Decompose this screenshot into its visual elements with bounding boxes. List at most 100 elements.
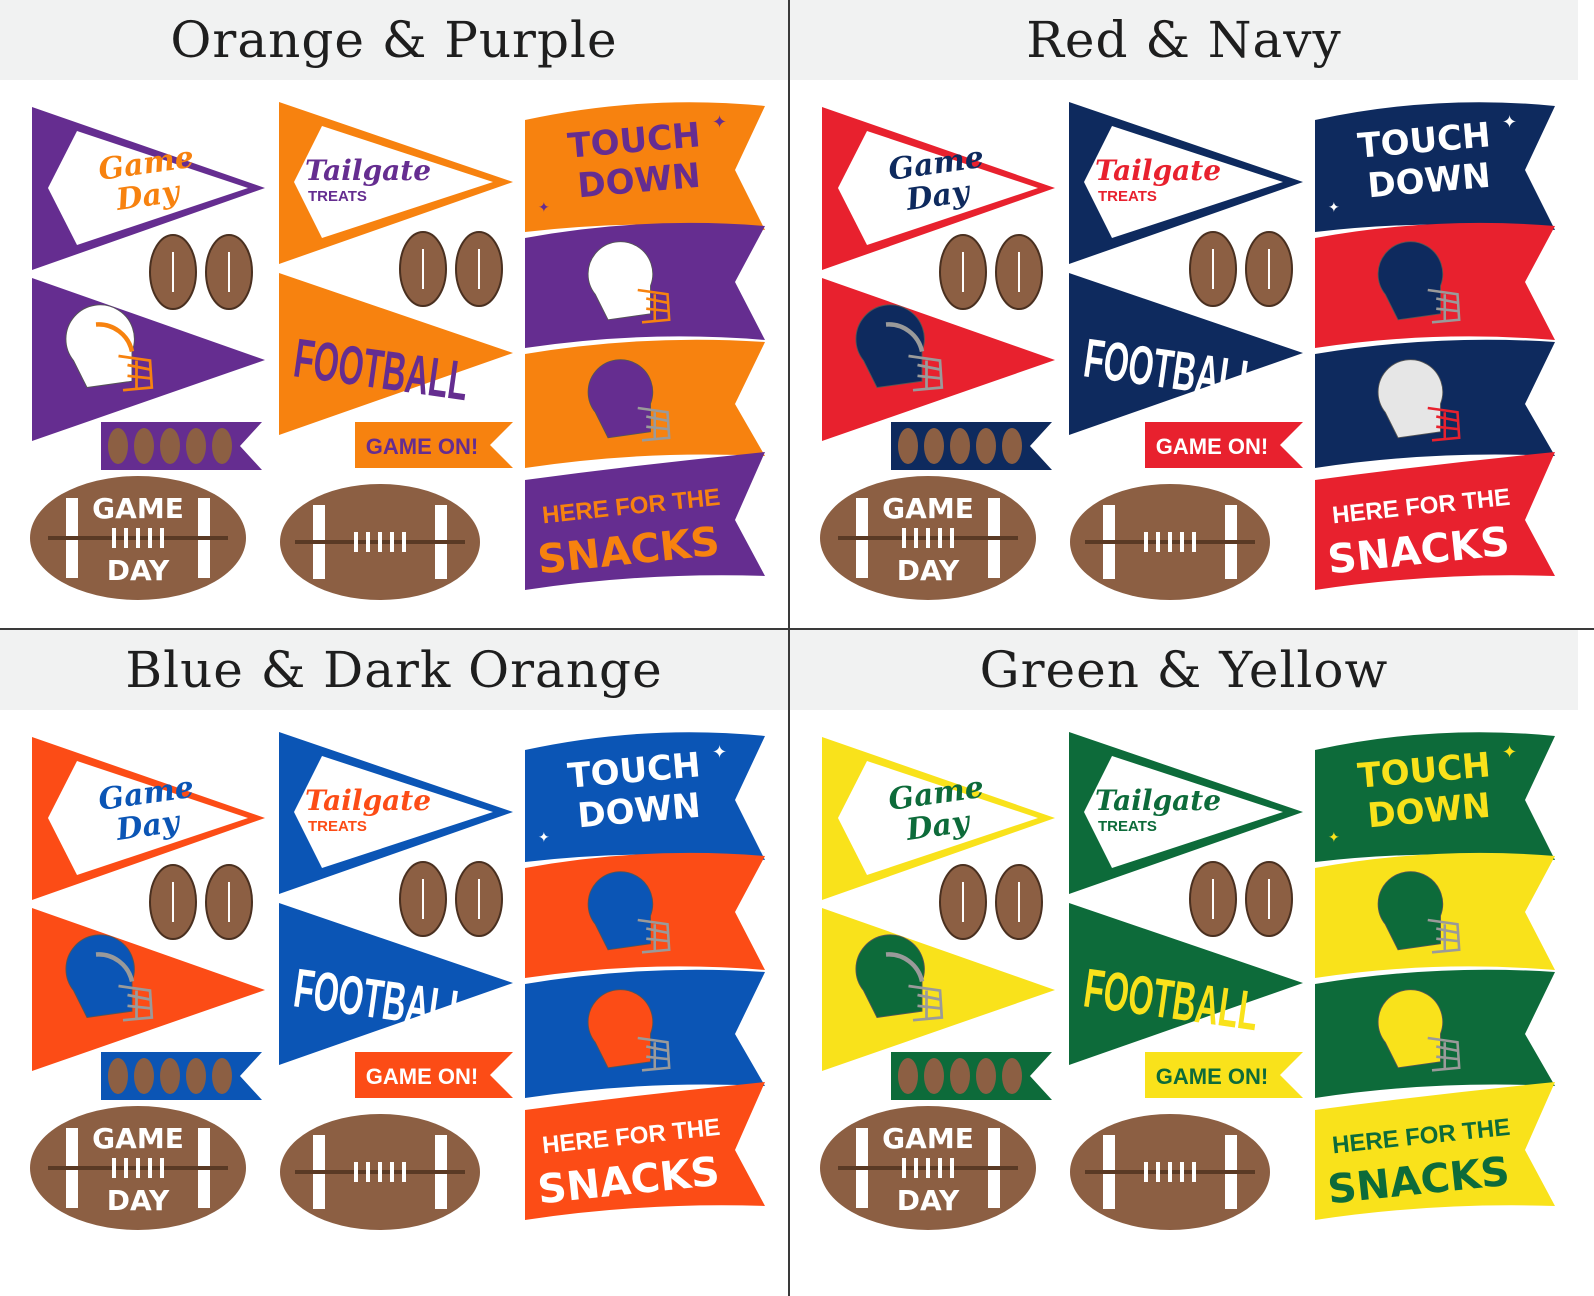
game-day-pennant: Game Day (32, 737, 265, 900)
treats-text: TREATS (1098, 188, 1157, 205)
helmet-icon (1377, 241, 1461, 324)
touchdown-flag: TOUCH DOWN ✦ ✦ (525, 102, 765, 232)
game-day-football: GAME DAY (30, 1106, 246, 1230)
football-pennant: FOOTBALL (1069, 903, 1303, 1065)
tailgate-treats-pennant: Tailgate TREATS (1069, 732, 1303, 894)
football-icon (1189, 861, 1237, 937)
horizontal-divider (0, 628, 1594, 630)
color-variant-panel: Green & Yellow Game Day (790, 630, 1578, 1258)
tailgate-text: Tailgate (305, 154, 431, 187)
panel-header: Red & Navy (790, 0, 1578, 80)
football-day-text: DAY (897, 1184, 960, 1217)
game-on-banner: GAME ON! (1145, 1052, 1303, 1098)
touchdown-flag: TOUCH DOWN ✦ ✦ (525, 732, 765, 862)
helmet-icon (855, 934, 944, 1022)
helmet-icon (65, 934, 154, 1022)
treats-text: TREATS (1098, 818, 1157, 835)
panel-title: Blue & Dark Orange (125, 641, 663, 699)
helmet-pennant (822, 278, 1055, 441)
sparkle-icon: ✦ (538, 830, 550, 846)
football-icon (149, 864, 197, 940)
helmet-flag (1315, 339, 1555, 468)
plain-football (280, 1114, 480, 1230)
helmet-icon (65, 304, 154, 392)
football-icon (1245, 231, 1293, 307)
printables-sheet: Game Day (30, 732, 765, 1230)
snacks-flag: HERE FOR THE SNACKS (525, 1082, 765, 1220)
game-day-football: GAME DAY (820, 476, 1036, 600)
game-on-banner: GAME ON! (1145, 422, 1303, 468)
football-game-text: GAME (882, 492, 974, 525)
plain-football (1070, 1114, 1270, 1230)
football-icon (995, 234, 1043, 310)
footballs-banner (891, 422, 1052, 470)
sparkle-icon: ✦ (712, 742, 727, 763)
football-pennant: FOOTBALL (279, 903, 513, 1065)
helmet-icon (587, 989, 671, 1072)
panel-header: Blue & Dark Orange (0, 630, 788, 710)
game-on-text: GAME ON! (1156, 434, 1268, 459)
plain-football (280, 484, 480, 600)
game-day-pennant: Game Day (822, 737, 1055, 900)
football-icon (455, 861, 503, 937)
football-icon (455, 231, 503, 307)
helmet-flag (1315, 969, 1555, 1098)
helmet-icon (1377, 359, 1461, 442)
football-day-text: DAY (107, 1184, 170, 1217)
game-day-pennant: Game Day (822, 107, 1055, 270)
printables-sheet: Game Day (820, 102, 1555, 600)
treats-text: TREATS (308, 188, 367, 205)
football-icon (939, 234, 987, 310)
football-icon (149, 234, 197, 310)
snacks-flag: HERE FOR THE SNACKS (1315, 1082, 1555, 1220)
helmet-flag (1315, 852, 1555, 978)
football-icon (399, 231, 447, 307)
football-game-text: GAME (882, 1122, 974, 1155)
tailgate-treats-pennant: Tailgate TREATS (279, 732, 513, 894)
vertical-divider (788, 0, 790, 1296)
game-day-pennant: Game Day (32, 107, 265, 270)
sparkle-icon: ✦ (1328, 200, 1340, 216)
helmet-icon (855, 304, 944, 392)
color-variant-panel: Red & Navy Game Day (790, 0, 1578, 628)
football-icon (995, 864, 1043, 940)
helmet-icon (587, 359, 671, 442)
game-on-banner: GAME ON! (355, 422, 513, 468)
helmet-flag (525, 339, 765, 468)
tailgate-text: Tailgate (1095, 154, 1221, 187)
helmet-flag (525, 222, 765, 348)
tailgate-text: Tailgate (1095, 784, 1221, 817)
game-day-football: GAME DAY (30, 476, 246, 600)
color-variant-panel: Orange & Purple Game Day (0, 0, 788, 628)
tailgate-treats-pennant: Tailgate TREATS (279, 102, 513, 264)
football-game-text: GAME (92, 492, 184, 525)
color-variant-panel: Blue & Dark Orange Game Day (0, 630, 788, 1258)
helmet-flag (525, 852, 765, 978)
football-pennant: FOOTBALL (1069, 273, 1303, 435)
touchdown-flag: TOUCH DOWN ✦ ✦ (1315, 732, 1555, 862)
touchdown-flag: TOUCH DOWN ✦ ✦ (1315, 102, 1555, 232)
football-icon (205, 864, 253, 940)
helmet-pennant (32, 908, 265, 1071)
football-pennant: FOOTBALL (279, 273, 513, 435)
sparkle-icon: ✦ (1502, 112, 1517, 133)
helmet-flag (525, 969, 765, 1098)
football-game-text: GAME (92, 1122, 184, 1155)
football-day-text: DAY (897, 554, 960, 587)
plain-football (1070, 484, 1270, 600)
panel-header: Green & Yellow (790, 630, 1578, 710)
sparkle-icon: ✦ (1328, 830, 1340, 846)
game-day-football: GAME DAY (820, 1106, 1036, 1230)
football-icon (205, 234, 253, 310)
sparkle-icon: ✦ (1502, 742, 1517, 763)
treats-text: TREATS (308, 818, 367, 835)
helmet-pennant (822, 908, 1055, 1071)
game-on-banner: GAME ON! (355, 1052, 513, 1098)
helmet-icon (587, 871, 671, 954)
football-icon (1189, 231, 1237, 307)
sparkle-icon: ✦ (538, 200, 550, 216)
football-icon (399, 861, 447, 937)
panel-title: Orange & Purple (170, 11, 618, 69)
tailgate-text: Tailgate (305, 784, 431, 817)
snacks-flag: HERE FOR THE SNACKS (1315, 452, 1555, 590)
